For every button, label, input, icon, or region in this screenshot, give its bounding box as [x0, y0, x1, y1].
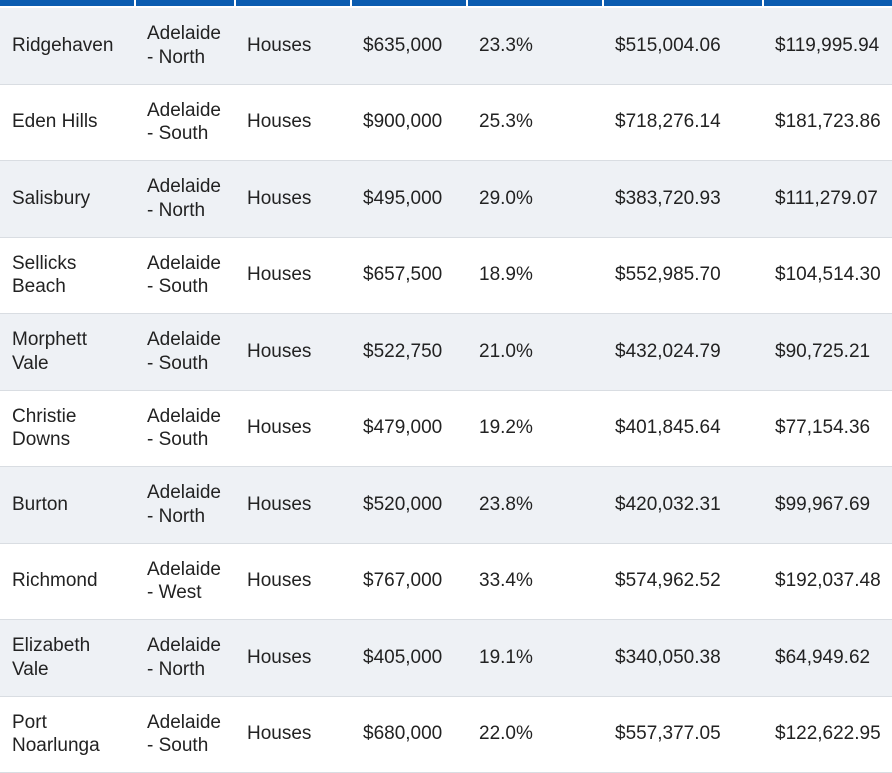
cell-value_b: $77,154.36 [763, 390, 892, 467]
cell-value_b: $99,967.69 [763, 467, 892, 544]
cell-growth: 18.9% [467, 237, 603, 314]
cell-value_b: $111,279.07 [763, 161, 892, 238]
table-row: BurtonAdelaide - NorthHouses$520,00023.8… [0, 467, 892, 544]
table-row: Sellicks BeachAdelaide - SouthHouses$657… [0, 237, 892, 314]
header-row [0, 0, 892, 7]
cell-suburb: Port Noarlunga [0, 696, 135, 773]
cell-suburb: Ridgehaven [0, 7, 135, 84]
cell-median: $522,750 [351, 314, 467, 391]
cell-type: Houses [235, 620, 351, 697]
cell-suburb: Sellicks Beach [0, 237, 135, 314]
cell-suburb: Morphett Vale [0, 314, 135, 391]
cell-median: $495,000 [351, 161, 467, 238]
cell-suburb: Richmond [0, 543, 135, 620]
table-row: Eden HillsAdelaide - SouthHouses$900,000… [0, 84, 892, 161]
cell-growth: 25.3% [467, 84, 603, 161]
cell-suburb: Elizabeth Vale [0, 620, 135, 697]
cell-region: Adelaide - South [135, 314, 235, 391]
cell-region: Adelaide - South [135, 696, 235, 773]
header-cell-type [235, 0, 351, 7]
cell-growth: 19.1% [467, 620, 603, 697]
cell-type: Houses [235, 543, 351, 620]
cell-value_a: $340,050.38 [603, 620, 763, 697]
cell-growth: 21.0% [467, 314, 603, 391]
cell-region: Adelaide - North [135, 7, 235, 84]
cell-median: $657,500 [351, 237, 467, 314]
cell-suburb: Salisbury [0, 161, 135, 238]
header-cell-growth [467, 0, 603, 7]
cell-median: $479,000 [351, 390, 467, 467]
cell-type: Houses [235, 237, 351, 314]
cell-region: Adelaide - South [135, 84, 235, 161]
cell-growth: 22.0% [467, 696, 603, 773]
cell-value_a: $383,720.93 [603, 161, 763, 238]
cell-value_a: $552,985.70 [603, 237, 763, 314]
cell-value_b: $119,995.94 [763, 7, 892, 84]
cell-value_a: $574,962.52 [603, 543, 763, 620]
cell-median: $680,000 [351, 696, 467, 773]
cell-value_b: $181,723.86 [763, 84, 892, 161]
cell-growth: 19.2% [467, 390, 603, 467]
cell-region: Adelaide - West [135, 543, 235, 620]
cell-growth: 23.8% [467, 467, 603, 544]
table-row: RichmondAdelaide - WestHouses$767,00033.… [0, 543, 892, 620]
cell-region: Adelaide - North [135, 161, 235, 238]
cell-suburb: Christie Downs [0, 390, 135, 467]
table-row: SalisburyAdelaide - NorthHouses$495,0002… [0, 161, 892, 238]
cell-median: $900,000 [351, 84, 467, 161]
cell-value_b: $122,622.95 [763, 696, 892, 773]
cell-growth: 29.0% [467, 161, 603, 238]
table-row: RidgehavenAdelaide - NorthHouses$635,000… [0, 7, 892, 84]
table-row: Christie DownsAdelaide - SouthHouses$479… [0, 390, 892, 467]
cell-growth: 23.3% [467, 7, 603, 84]
cell-value_b: $104,514.30 [763, 237, 892, 314]
cell-value_a: $515,004.06 [603, 7, 763, 84]
cell-value_b: $192,037.48 [763, 543, 892, 620]
cell-growth: 33.4% [467, 543, 603, 620]
cell-value_a: $401,845.64 [603, 390, 763, 467]
header-cell-value_a [603, 0, 763, 7]
cell-type: Houses [235, 7, 351, 84]
table-header [0, 0, 892, 7]
header-cell-value_b [763, 0, 892, 7]
header-cell-suburb [0, 0, 135, 7]
cell-value_a: $557,377.05 [603, 696, 763, 773]
cell-median: $635,000 [351, 7, 467, 84]
cell-type: Houses [235, 314, 351, 391]
cell-suburb: Burton [0, 467, 135, 544]
cell-region: Adelaide - South [135, 237, 235, 314]
table-body: RidgehavenAdelaide - NorthHouses$635,000… [0, 7, 892, 773]
cell-value_a: $718,276.14 [603, 84, 763, 161]
table-row: Elizabeth ValeAdelaide - NorthHouses$405… [0, 620, 892, 697]
header-cell-median [351, 0, 467, 7]
table-row: Port NoarlungaAdelaide - SouthHouses$680… [0, 696, 892, 773]
cell-region: Adelaide - South [135, 390, 235, 467]
header-cell-region [135, 0, 235, 7]
cell-value_a: $432,024.79 [603, 314, 763, 391]
table-row: Morphett ValeAdelaide - SouthHouses$522,… [0, 314, 892, 391]
cell-region: Adelaide - North [135, 467, 235, 544]
cell-value_b: $90,725.21 [763, 314, 892, 391]
cell-median: $520,000 [351, 467, 467, 544]
cell-median: $405,000 [351, 620, 467, 697]
property-table: RidgehavenAdelaide - NorthHouses$635,000… [0, 0, 892, 773]
cell-suburb: Eden Hills [0, 84, 135, 161]
cell-type: Houses [235, 84, 351, 161]
cell-type: Houses [235, 467, 351, 544]
cell-region: Adelaide - North [135, 620, 235, 697]
cell-value_a: $420,032.31 [603, 467, 763, 544]
cell-type: Houses [235, 390, 351, 467]
cell-type: Houses [235, 161, 351, 238]
cell-median: $767,000 [351, 543, 467, 620]
cell-value_b: $64,949.62 [763, 620, 892, 697]
cell-type: Houses [235, 696, 351, 773]
